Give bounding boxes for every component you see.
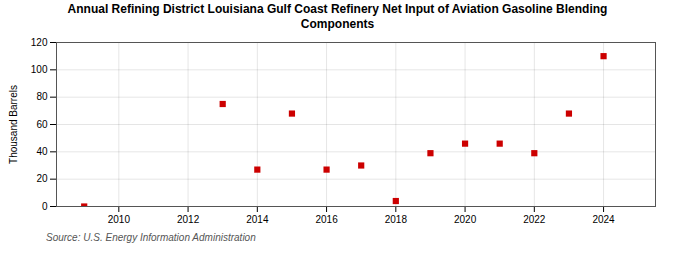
svg-text:60: 60 (36, 119, 48, 130)
svg-text:2018: 2018 (385, 214, 408, 225)
svg-text:Thousand Barrels: Thousand Barrels (8, 85, 19, 164)
svg-text:2016: 2016 (315, 214, 338, 225)
html-text:Source: U.S. Energy Informatio: Source: U.S. Energy Information Administ… (46, 232, 256, 243)
svg-text:120: 120 (31, 37, 48, 48)
svg-text:2010: 2010 (108, 214, 131, 225)
svg-text:100: 100 (31, 64, 48, 75)
svg-text:2024: 2024 (592, 214, 615, 225)
svg-text:0: 0 (42, 201, 48, 212)
svg-text:2020: 2020 (454, 214, 477, 225)
svg-text:2012: 2012 (177, 214, 200, 225)
svg-text:2022: 2022 (523, 214, 546, 225)
svg-text:80: 80 (36, 91, 48, 102)
svg-text:2014: 2014 (246, 214, 269, 225)
html-text:Annual Refining District Louis: Annual Refining District Louisiana Gulf … (67, 2, 608, 31)
svg-text:20: 20 (36, 173, 48, 184)
svg-text:40: 40 (36, 146, 48, 157)
